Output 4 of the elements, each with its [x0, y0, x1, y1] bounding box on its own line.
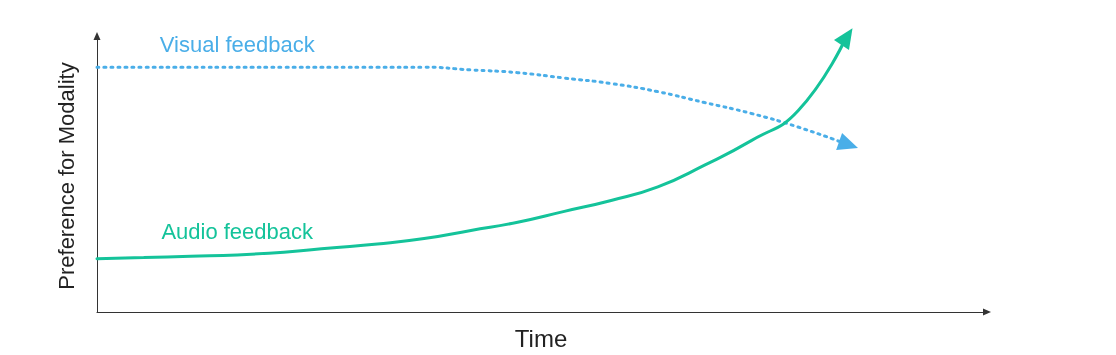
x-axis-title: Time [514, 324, 568, 352]
series-label: Audio feedback [161, 219, 315, 245]
series-label: Visual feedback [159, 31, 316, 57]
y-axis-title: Preference for Modality [53, 62, 79, 290]
